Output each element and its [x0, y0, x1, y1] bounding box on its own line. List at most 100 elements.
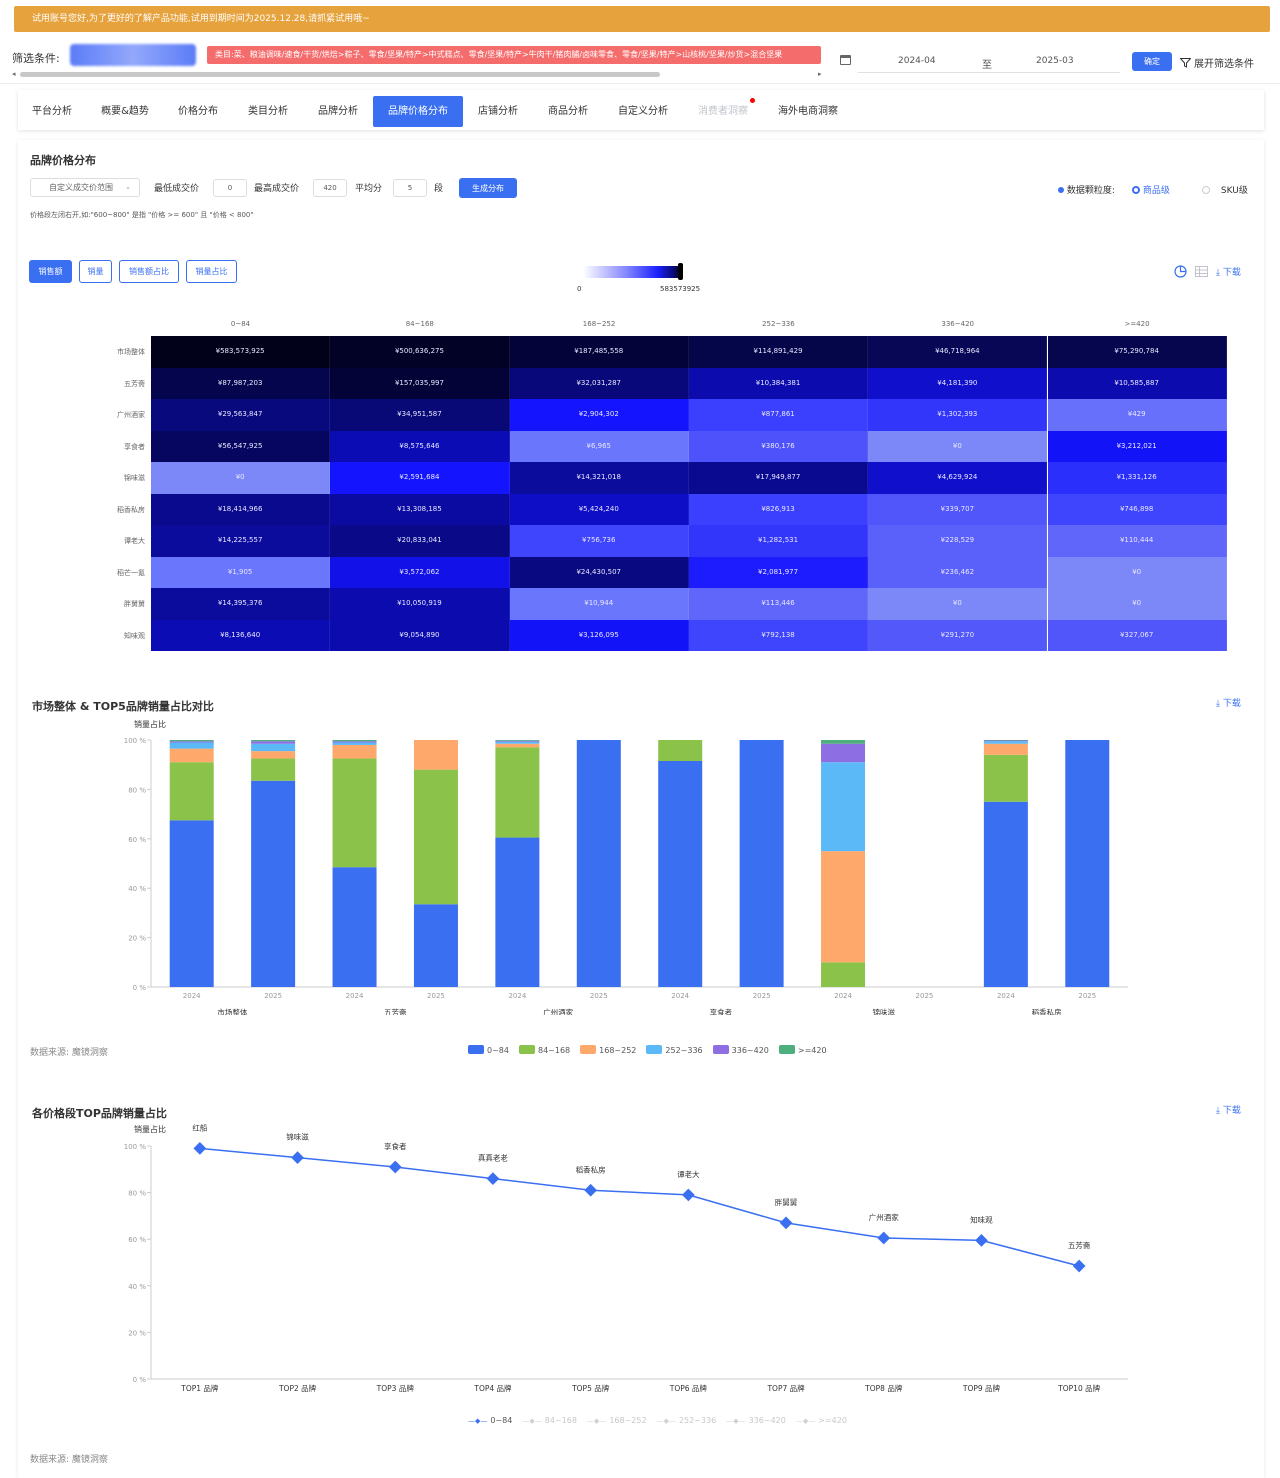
heatmap-download-button[interactable]: ⤓ 下载	[1216, 268, 1241, 278]
legend-item[interactable]: —◆— 84~168	[522, 1416, 577, 1425]
tab-overseas[interactable]: 海外电商洞察	[778, 106, 838, 117]
heatmap-cell[interactable]: ¥0	[151, 462, 331, 494]
heatmap-cell[interactable]: ¥339,707	[868, 493, 1048, 525]
heatmap-cell[interactable]: ¥10,585,887	[1047, 367, 1227, 399]
heatmap-cell[interactable]: ¥24,430,507	[509, 556, 689, 588]
legend-item[interactable]: 252~336	[646, 1045, 703, 1055]
color-scale-handle[interactable]	[678, 263, 683, 280]
heatmap-cell[interactable]: ¥157,035,997	[330, 367, 510, 399]
heatmap-cell[interactable]: ¥32,031,287	[509, 367, 689, 399]
radio-item-level[interactable]: 商品级	[1132, 183, 1170, 196]
heatmap-cell[interactable]: ¥29,563,847	[151, 399, 331, 431]
legend-item[interactable]: —◆— 252~336	[656, 1416, 717, 1425]
max-price-input[interactable]: 420	[313, 179, 347, 197]
heatmap-cell[interactable]: ¥236,462	[868, 556, 1048, 588]
heatmap-cell[interactable]: ¥17,949,877	[688, 462, 869, 494]
heatmap-cell[interactable]: ¥8,136,640	[151, 619, 331, 651]
heatmap-cell[interactable]: ¥14,321,018	[509, 462, 689, 494]
heatmap-cell[interactable]: ¥291,270	[868, 619, 1048, 651]
tab-category[interactable]: 类目分析	[248, 106, 288, 117]
heatmap-cell[interactable]: ¥228,529	[868, 525, 1048, 557]
heatmap-cell[interactable]: ¥2,591,684	[330, 462, 510, 494]
heatmap-cell[interactable]: ¥3,572,062	[330, 556, 510, 588]
heatmap-cell[interactable]: ¥46,718,964	[868, 336, 1048, 368]
heatmap-cell[interactable]: ¥34,951,587	[330, 399, 510, 431]
heatmap-cell[interactable]: ¥13,308,185	[330, 493, 510, 525]
filter-chip-redacted[interactable]	[70, 44, 196, 66]
tab-summary-trend[interactable]: 概要&趋势	[101, 106, 149, 117]
stacked-chart-download-button[interactable]: ⤓ 下载	[1216, 699, 1241, 709]
heatmap-cell[interactable]: ¥500,636,275	[330, 336, 510, 368]
heatmap-cell[interactable]: ¥756,736	[509, 525, 689, 557]
tab-consumer-insight[interactable]: 消费者洞察	[698, 106, 748, 117]
metric-amount-share-button[interactable]: 销售额占比	[119, 260, 179, 283]
heatmap-cell[interactable]: ¥110,444	[1047, 525, 1227, 557]
heatmap-cell[interactable]: ¥18,414,966	[151, 493, 331, 525]
heatmap-cell[interactable]: ¥0	[868, 430, 1048, 462]
heatmap-cell[interactable]: ¥1,331,126	[1047, 462, 1227, 494]
date-start-input[interactable]: 2024-04	[898, 56, 936, 66]
heatmap-cell[interactable]: ¥792,138	[688, 619, 869, 651]
legend-item[interactable]: >=420	[778, 1045, 827, 1055]
heatmap-cell[interactable]: ¥380,176	[688, 430, 869, 462]
heatmap-cell[interactable]: ¥2,081,977	[688, 556, 869, 588]
heatmap-cell[interactable]: ¥10,050,919	[330, 588, 510, 620]
scroll-thumb[interactable]	[20, 72, 660, 77]
heatmap-cell[interactable]: ¥114,891,429	[688, 336, 869, 368]
tab-platform[interactable]: 平台分析	[32, 106, 72, 117]
heatmap-cell[interactable]: ¥9,054,890	[330, 619, 510, 651]
heatmap-cell[interactable]: ¥0	[1047, 588, 1227, 620]
heatmap-cell[interactable]: ¥3,212,021	[1047, 430, 1227, 462]
scroll-left-icon[interactable]: ◂	[12, 70, 16, 78]
heatmap-cell[interactable]: ¥1,905	[151, 556, 331, 588]
heatmap-cell[interactable]: ¥4,181,390	[868, 367, 1048, 399]
generate-distribution-button[interactable]: 生成分布	[459, 178, 517, 198]
heatmap-cell[interactable]: ¥5,424,240	[509, 493, 689, 525]
split-count-input[interactable]: 5	[393, 179, 427, 197]
metric-sales-amount-button[interactable]: 销售额	[29, 260, 72, 283]
filter-scrollbar[interactable]: ◂ ▸	[12, 70, 822, 78]
scroll-right-icon[interactable]: ▸	[818, 70, 822, 78]
heatmap-cell[interactable]: ¥0	[868, 588, 1048, 620]
heatmap-cell[interactable]: ¥877,861	[688, 399, 869, 431]
expand-filter-button[interactable]: 展开筛选条件	[1180, 55, 1254, 70]
legend-item[interactable]: 84~168	[518, 1045, 570, 1055]
heatmap-cell[interactable]: ¥20,833,041	[330, 525, 510, 557]
metric-sales-volume-button[interactable]: 销量	[79, 260, 112, 283]
price-range-select[interactable]: 自定义成交价范围 ⌄	[30, 178, 140, 197]
heatmap-cell[interactable]: ¥826,913	[688, 493, 869, 525]
heatmap-cell[interactable]: ¥3,126,095	[509, 619, 689, 651]
heatmap-cell[interactable]: ¥2,904,302	[509, 399, 689, 431]
tab-brand[interactable]: 品牌分析	[318, 106, 358, 117]
heatmap-cell[interactable]: ¥14,225,557	[151, 525, 331, 557]
table-view-icon[interactable]	[1195, 266, 1208, 277]
heatmap-cell[interactable]: ¥6,965	[509, 430, 689, 462]
pie-chart-icon[interactable]	[1174, 265, 1187, 278]
heatmap-cell[interactable]: ¥14,395,376	[151, 588, 331, 620]
radio-sku-level[interactable]: SKU级	[1202, 183, 1248, 196]
heatmap-cell[interactable]: ¥4,629,924	[868, 462, 1048, 494]
tab-shop[interactable]: 店铺分析	[478, 106, 518, 117]
legend-item[interactable]: —◆— 336~420	[726, 1416, 786, 1425]
heatmap-cell[interactable]: ¥1,302,393	[868, 399, 1048, 431]
heatmap-cell[interactable]: ¥8,575,646	[330, 430, 510, 462]
category-filter-tag[interactable]: 类目:菜、粮油调味/速食/干货/烘焙>粽子、零食/坚果/特产>中式糕点、零食/坚…	[207, 46, 821, 64]
confirm-button[interactable]: 确定	[1132, 52, 1172, 71]
heatmap-cell[interactable]: ¥327,067	[1047, 619, 1227, 651]
heatmap-cell[interactable]: ¥429	[1047, 399, 1227, 431]
legend-item[interactable]: 336~420	[712, 1045, 769, 1055]
heatmap-cell[interactable]: ¥583,573,925	[151, 336, 331, 368]
heatmap-cell[interactable]: ¥10,944	[509, 588, 689, 620]
heatmap-cell[interactable]: ¥75,290,784	[1047, 336, 1227, 368]
legend-item[interactable]: 0~84	[468, 1045, 509, 1055]
heatmap-cell[interactable]: ¥1,282,531	[688, 525, 869, 557]
heatmap-cell[interactable]: ¥746,898	[1047, 493, 1227, 525]
legend-item[interactable]: —◆— 0~84	[468, 1416, 513, 1425]
tab-price-distribution[interactable]: 价格分布	[178, 106, 218, 117]
heatmap-cell[interactable]: ¥0	[1047, 556, 1227, 588]
tab-custom[interactable]: 自定义分析	[618, 106, 668, 117]
legend-item[interactable]: —◆— >=420	[795, 1416, 847, 1425]
top-brand-chart-download-button[interactable]: ⤓ 下载	[1216, 1106, 1241, 1116]
heatmap-cell[interactable]: ¥113,446	[688, 588, 869, 620]
metric-volume-share-button[interactable]: 销量占比	[186, 260, 237, 283]
